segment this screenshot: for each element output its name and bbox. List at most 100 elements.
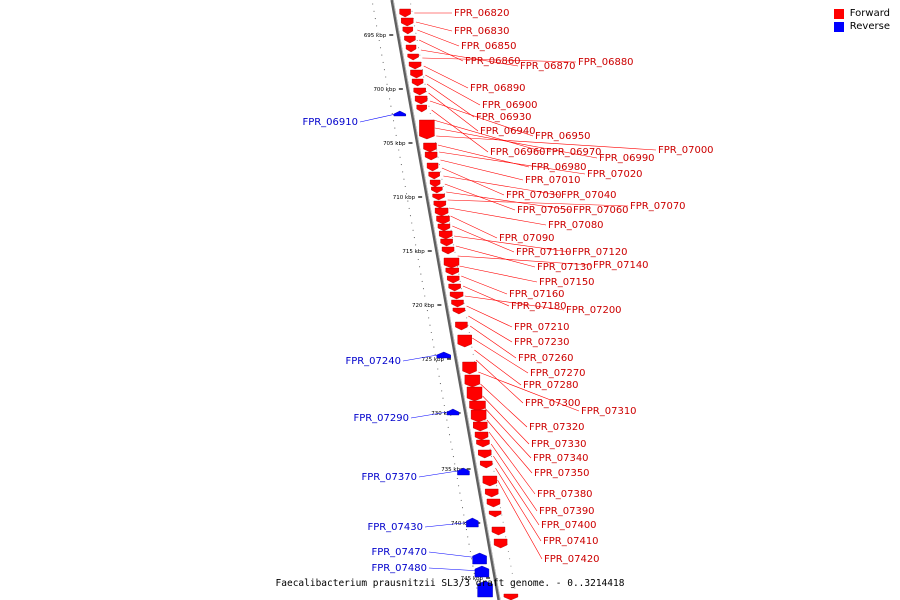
forward-gene-label: FPR_07330 [531,439,587,450]
scale-dot [392,120,395,122]
forward-leader-line [422,57,577,63]
tick-label: 725 kbp [422,357,445,363]
forward-leader-line [455,245,536,268]
scale-dot [473,572,475,574]
forward-gene-label: FPR_06830 [454,26,510,37]
scale-dot [421,280,423,282]
scale-dot [391,112,393,115]
reverse-gene-label: FPR_07240 [345,356,401,367]
scale-dot [463,302,465,304]
tick-label: 700 kbp [373,87,396,93]
scale-dot [390,105,392,107]
tick-label: 730 kbp [431,411,454,417]
scale-dot [372,3,374,5]
forward-gene-label: FPR_07420 [544,554,600,565]
forward-gene-label: FPR_07400 [541,520,597,531]
forward-gene-label: FPR_07320 [529,422,585,433]
backbone-highlight [392,0,501,600]
forward-leader-line [452,225,515,253]
reverse-gene-label: FPR_07470 [371,547,427,558]
scale-dot [395,134,397,136]
scale-dot [429,324,431,326]
reverse-gene-label: FPR_07370 [361,472,417,483]
scale-dot [377,32,379,34]
reverse-gene [393,110,406,117]
scale-dot [457,266,459,268]
scale-dot [501,514,503,516]
forward-gene [478,449,492,459]
genome-backbone [390,0,501,600]
scale-dot [428,105,430,107]
scale-dot [469,550,471,553]
scale-dot [463,514,465,516]
forward-leader-line [464,295,565,311]
forward-gene [484,488,499,498]
scale-dot [419,54,421,56]
forward-gene [452,307,466,315]
forward-gene [402,26,414,35]
forward-gene [441,246,455,255]
scale-dot [425,91,427,93]
reverse-gene-label: FPR_07430 [367,522,423,533]
scale-dot [416,40,418,41]
forward-gene [466,386,483,402]
scale-dot [379,47,382,49]
reverse-gene [474,565,490,578]
forward-gene [411,78,424,87]
forward-gene [479,460,493,469]
forward-gene [410,69,423,79]
scale-dot [500,507,502,509]
forward-gene [399,8,411,18]
scale-dot [435,361,438,363]
forward-gene [440,238,453,247]
gene-features [393,8,519,600]
scale-dot [411,222,413,224]
forward-leader-line [457,255,592,266]
forward-leader-line [423,65,469,89]
forward-gene [470,409,487,423]
scale-dot [472,353,474,355]
forward-leader-line [482,395,530,445]
forward-gene-label: FPR_06940 [480,126,536,137]
scale-dot [415,32,417,34]
forward-gene [419,119,435,140]
forward-leader-line [446,191,572,211]
reverse-leader-line [428,551,480,559]
forward-gene [486,498,501,508]
forward-leader-line [440,159,524,181]
reverse-leader-line [418,469,464,478]
kbp-ticks: 695 kbp 700 kbp 705 kbp 710 kbp 715 kbp 720 k… [364,33,491,582]
forward-gene-label: FPR_07410 [543,536,599,547]
scale-dot [468,332,470,333]
forward-gene-label: FPR_07340 [533,453,589,464]
scale-dot [496,485,498,487]
scale-dot [489,448,491,450]
forward-gene [407,53,419,61]
forward-gene [424,151,438,161]
scale-dot [416,251,418,253]
scale-dot [438,164,440,166]
forward-leader-line [454,235,571,253]
scale-dot [396,142,398,144]
scale-dot [426,310,428,312]
tick-label: 735 kbp [441,467,464,473]
reverse-gene [472,552,487,565]
scale-dot [407,200,409,202]
forward-leader-line [429,100,534,137]
reverse-gene-label: FPR_07290 [353,413,409,424]
legend-forward-label: Forward [849,8,890,19]
forward-leader-line [441,167,505,196]
forward-gene-label: FPR_07210 [514,322,570,333]
forward-gene-label: FPR_06950 [535,131,591,142]
scale-dot [439,383,441,385]
forward-gene [449,291,464,300]
forward-leader-line [459,265,538,283]
scale-dot [509,558,511,560]
forward-gene-label: FPR_07030 [506,190,562,201]
forward-gene [438,230,453,240]
forward-gene-label: FPR_07020 [587,169,643,180]
forward-gene [474,431,489,441]
scale-dot [409,215,412,217]
scale-dot [458,485,460,487]
scale-dot [452,456,454,458]
